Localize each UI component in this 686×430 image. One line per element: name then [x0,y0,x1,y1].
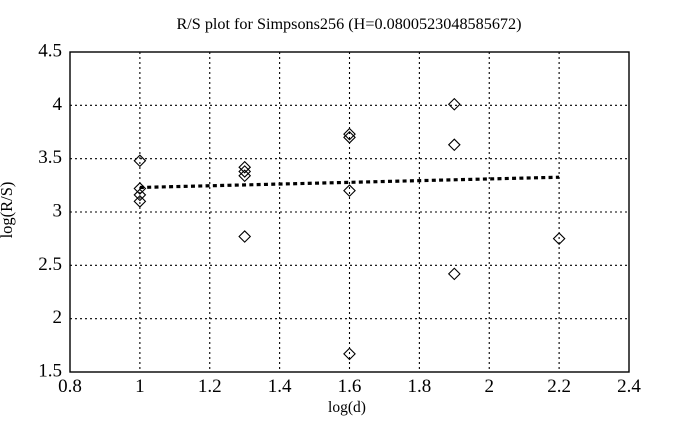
svg-text:1: 1 [135,376,145,397]
svg-text:2.4: 2.4 [617,376,641,397]
svg-text:2.2: 2.2 [547,376,571,397]
svg-text:2.5: 2.5 [38,254,62,275]
svg-text:3.5: 3.5 [38,147,62,168]
svg-text:1.4: 1.4 [268,376,292,397]
svg-text:4.5: 4.5 [38,41,62,62]
svg-text:1.8: 1.8 [408,376,432,397]
svg-text:1.6: 1.6 [338,376,362,397]
svg-text:1.5: 1.5 [38,361,62,382]
svg-text:3: 3 [53,201,63,222]
svg-text:2: 2 [53,307,63,328]
svg-text:2: 2 [485,376,495,397]
svg-text:4: 4 [53,94,63,115]
svg-text:1.2: 1.2 [198,376,222,397]
